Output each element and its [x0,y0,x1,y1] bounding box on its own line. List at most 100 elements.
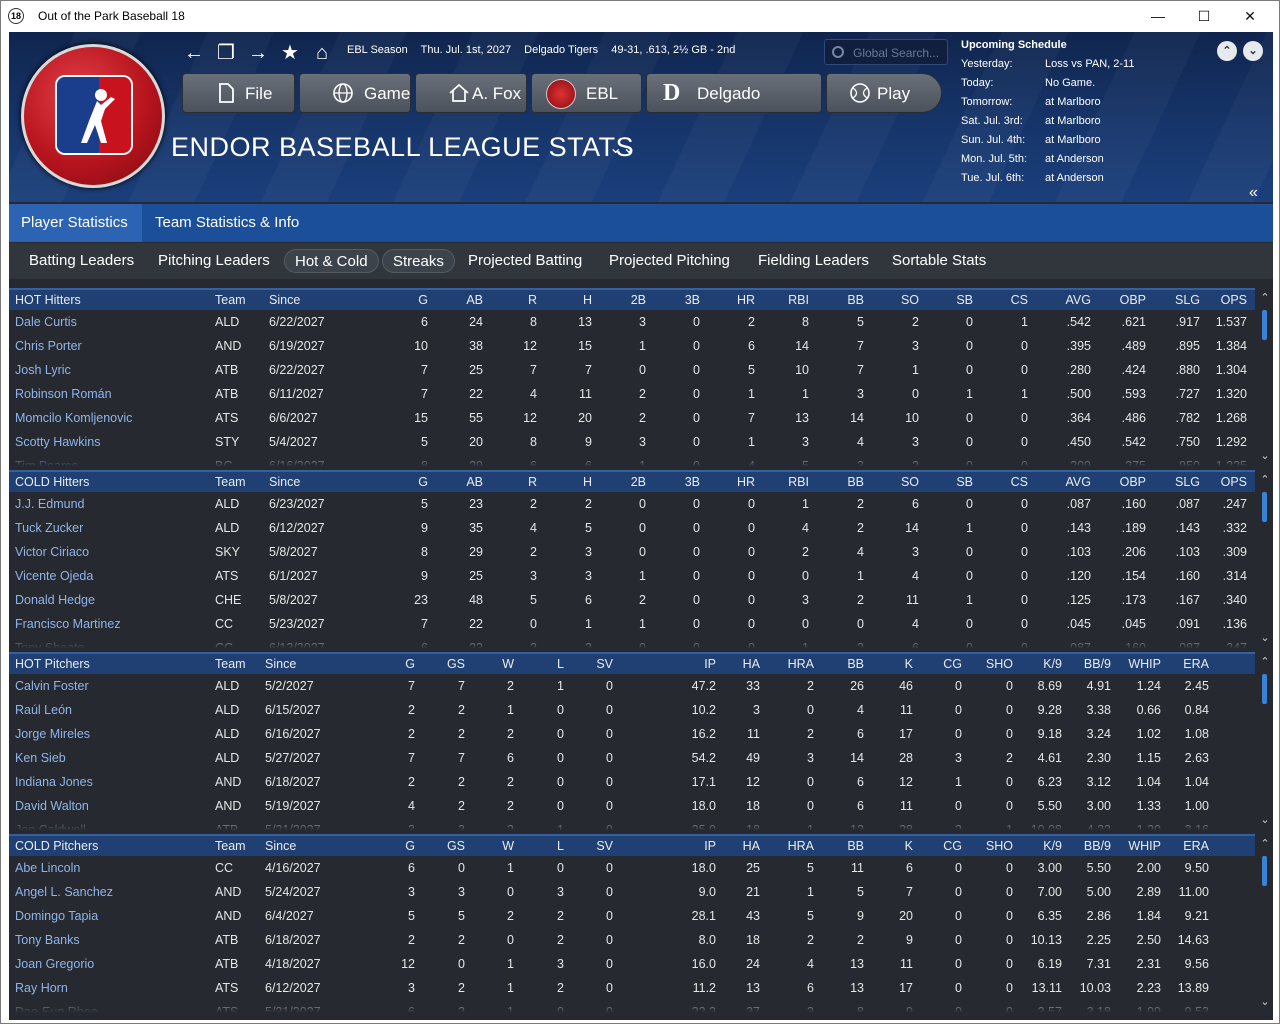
table-row[interactable]: Robinson Román ATB 6/11/2027 7 22 4 11 2 0 1 1 3 0 1 1… [9,382,1255,406]
subtab-projected-batting[interactable]: Projected Batting [468,252,583,269]
player-name-link[interactable]: Robinson Román [15,387,112,401]
column-header[interactable]: SO [900,293,919,307]
player-name-link[interactable]: Chris Porter [15,339,82,353]
column-header[interactable]: L [557,657,564,671]
column-header[interactable]: HRA [787,657,814,671]
scroll-up-icon[interactable]: ⌃ [1260,656,1270,668]
tab-team-statistics[interactable]: Team Statistics & Info [155,214,300,231]
column-header[interactable]: R [527,475,537,489]
column-header[interactable]: 2B [630,293,646,307]
column-header[interactable]: OPS [1220,293,1247,307]
column-header[interactable]: SLG [1174,475,1200,489]
column-header[interactable]: CS [1010,475,1028,489]
back-arrow-icon[interactable]: ← [184,42,204,64]
column-header[interactable]: OBP [1119,293,1146,307]
column-header[interactable]: Team [215,475,246,489]
table-row[interactable]: Joan Gregorio ATB 4/18/2027 12 0 1 3 0 16.0 24 4 13… [9,952,1255,976]
schedule-row[interactable]: Sat. Jul. 3rd: at Marlboro [961,115,1101,127]
table-row[interactable]: Vicente Ojeda ATS 6/1/2027 9 25 3 3 1 0 0 0 1 4 0 0 .12… [9,564,1255,588]
table-row[interactable]: Ken Sieb ALD 5/27/2027 7 7 6 0 0 54.2 49 3 14 28 3 2 4.… [9,746,1255,770]
column-header[interactable]: 3B [684,475,700,489]
column-header[interactable]: CS [1010,293,1028,307]
subtab-projected-pitching[interactable]: Projected Pitching [609,252,730,269]
table-row[interactable]: Momcilo Komljenovic ATS 6/6/2027 15 55 12 20 2 0… [9,406,1255,430]
column-header[interactable]: RBI [788,475,809,489]
column-header[interactable]: WHIP [1128,839,1161,853]
scroll-up-icon[interactable]: ⌃ [1260,474,1270,486]
player-name-link[interactable]: Joan Gregorio [15,957,95,971]
column-header[interactable]: Team [215,839,246,853]
schedule-row[interactable]: Mon. Jul. 5th: at Anderson [961,153,1104,165]
column-header[interactable]: H [582,293,592,307]
column-header[interactable]: ERA [1183,839,1209,853]
column-header[interactable]: BB/9 [1083,657,1111,671]
home-icon[interactable]: ⌂ [315,42,329,64]
table-row[interactable]: Donald Hedge CHE 5/8/2027 23 48 5 6 2 0 0 3 2 11 1 0.1… [9,588,1255,612]
column-header[interactable]: BB [847,839,864,853]
table-row[interactable]: David Walton AND 5/19/2027 4 2 2 0 0 18.0 18 0 6 11 0… [9,794,1255,818]
column-header[interactable]: WHIP [1128,657,1161,671]
player-name-link[interactable]: Raúl León [15,703,72,717]
copy-icon[interactable]: ❐ [217,42,235,64]
league-logo[interactable] [21,44,165,188]
column-header[interactable]: HR [736,293,755,307]
table-row[interactable]: Jorge Mireles ALD 6/16/2027 2 2 2 0 0 16.2 11 2 6 17… [9,722,1255,746]
column-header[interactable]: HA [742,839,760,853]
close-button[interactable]: ✕ [1244,8,1256,24]
column-header[interactable]: G [405,657,415,671]
hot-hitters-title[interactable]: HOT Hitters [15,293,81,307]
column-header[interactable]: BB/9 [1083,839,1111,853]
table-row[interactable]: Tuck Zucker ALD 6/12/2027 9 35 4 5 0 0 0 4 2 14 1 0 .14… [9,516,1255,540]
column-header[interactable]: Since [265,839,297,853]
column-header[interactable]: AB [466,475,483,489]
subtab-sortable-stats[interactable]: Sortable Stats [892,252,987,269]
column-header[interactable]: Team [215,293,246,307]
player-name-link[interactable]: Indiana Jones [15,775,93,789]
scrollbar-thumb[interactable] [1262,674,1267,704]
column-header[interactable]: RBI [788,293,809,307]
vertical-scrollbar[interactable]: ⌃ ⌄ [1258,470,1273,648]
column-header[interactable]: OBP [1119,475,1146,489]
column-header[interactable]: SHO [985,657,1013,671]
column-header[interactable]: IP [704,839,716,853]
player-name-link[interactable]: Tony Banks [15,933,80,947]
column-header[interactable]: GS [446,839,465,853]
cold-hitters-title[interactable]: COLD Hitters [15,475,90,489]
column-header[interactable]: IP [704,657,716,671]
subtab-streaks[interactable]: Streaks [382,249,455,273]
column-header[interactable]: HA [742,657,760,671]
schedule-row[interactable]: Tomorrow: at Marlboro [961,96,1101,108]
play-menu-button[interactable]: Play [826,73,942,113]
player-name-link[interactable]: Donald Hedge [15,593,95,607]
column-header[interactable]: G [405,839,415,853]
column-header[interactable]: R [527,293,537,307]
schedule-row[interactable]: Sun. Jul. 4th: at Marlboro [961,134,1101,146]
column-header[interactable]: HRA [787,839,814,853]
column-header[interactable]: Since [265,657,297,671]
column-header[interactable]: 3B [684,293,700,307]
subtab-hot-cold[interactable]: Hot & Cold [284,249,379,273]
scroll-down-icon[interactable]: ⌄ [1260,450,1270,462]
table-row[interactable]: Francisco Martinez CC 5/23/2027 7 22 0 1 1 0 0 0 0 4… [9,612,1255,636]
global-search-input[interactable]: Global Search... [824,39,948,65]
schedule-row[interactable]: Yesterday: Loss vs PAN, 2-11 [961,58,1135,70]
player-name-link[interactable]: Ray Horn [15,981,68,995]
scroll-up-icon[interactable]: ⌃ [1260,838,1270,850]
player-name-link[interactable]: Calvin Foster [15,679,89,693]
player-name-link[interactable]: Victor Ciriaco [15,545,90,559]
table-row[interactable]: Ray Horn ATS 6/12/2027 3 2 1 2 0 11.2 13 6 13 17 0 0 13… [9,976,1255,1000]
column-header[interactable]: G [418,293,428,307]
column-header[interactable]: SV [596,657,613,671]
scroll-down-icon[interactable]: ⌄ [1260,632,1270,644]
team-menu-button[interactable]: D Delgado [646,73,822,113]
scrollbar-thumb[interactable] [1262,492,1267,522]
player-name-link[interactable]: Angel L. Sanchez [15,885,113,899]
column-header[interactable]: SHO [985,839,1013,853]
player-name-link[interactable]: Tuck Zucker [15,521,84,535]
table-row[interactable]: Scotty Hawkins STY 5/4/2027 5 20 8 9 3 0 1 3 4 3 0 0 .4… [9,430,1255,454]
forward-arrow-icon[interactable]: → [248,42,268,64]
table-row[interactable]: Domingo Tapia AND 6/4/2027 5 5 2 2 0 28.1 43 5 9 20 0… [9,904,1255,928]
player-name-link[interactable]: Jorge Mireles [15,727,91,741]
column-header[interactable]: H [582,475,592,489]
column-header[interactable]: 2B [630,475,646,489]
